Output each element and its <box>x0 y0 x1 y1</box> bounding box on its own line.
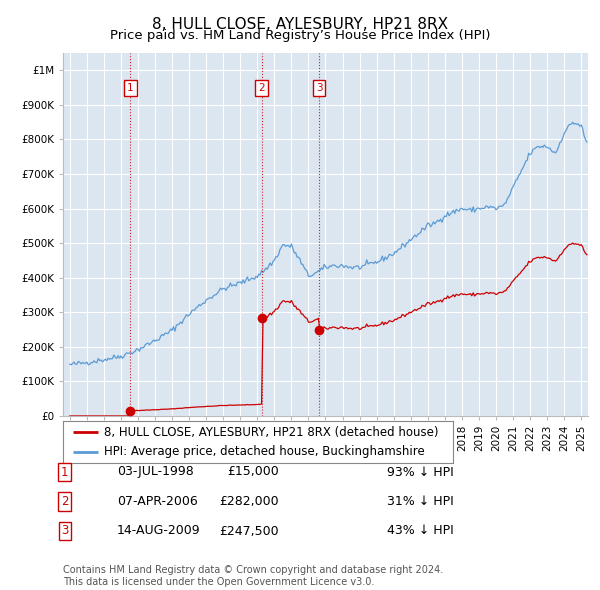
Text: £247,500: £247,500 <box>220 525 279 537</box>
Text: 3: 3 <box>316 83 322 93</box>
Text: 2: 2 <box>259 83 265 93</box>
Text: 1: 1 <box>127 83 133 93</box>
Text: 93% ↓ HPI: 93% ↓ HPI <box>387 466 454 478</box>
Text: 31% ↓ HPI: 31% ↓ HPI <box>387 495 454 508</box>
Text: 43% ↓ HPI: 43% ↓ HPI <box>387 525 454 537</box>
Text: HPI: Average price, detached house, Buckinghamshire: HPI: Average price, detached house, Buck… <box>104 445 425 458</box>
Text: 03-JUL-1998: 03-JUL-1998 <box>117 466 194 478</box>
Text: £15,000: £15,000 <box>227 466 279 478</box>
Text: 1: 1 <box>61 466 68 478</box>
Text: 8, HULL CLOSE, AYLESBURY, HP21 8RX (detached house): 8, HULL CLOSE, AYLESBURY, HP21 8RX (deta… <box>104 425 439 438</box>
Text: 07-APR-2006: 07-APR-2006 <box>117 495 198 508</box>
Text: Contains HM Land Registry data © Crown copyright and database right 2024.
This d: Contains HM Land Registry data © Crown c… <box>63 565 443 587</box>
Text: £282,000: £282,000 <box>220 495 279 508</box>
Text: Price paid vs. HM Land Registry’s House Price Index (HPI): Price paid vs. HM Land Registry’s House … <box>110 30 490 42</box>
Text: 8, HULL CLOSE, AYLESBURY, HP21 8RX: 8, HULL CLOSE, AYLESBURY, HP21 8RX <box>152 17 448 31</box>
Text: 2: 2 <box>61 495 68 508</box>
Text: 3: 3 <box>61 525 68 537</box>
Text: 14-AUG-2009: 14-AUG-2009 <box>117 525 200 537</box>
